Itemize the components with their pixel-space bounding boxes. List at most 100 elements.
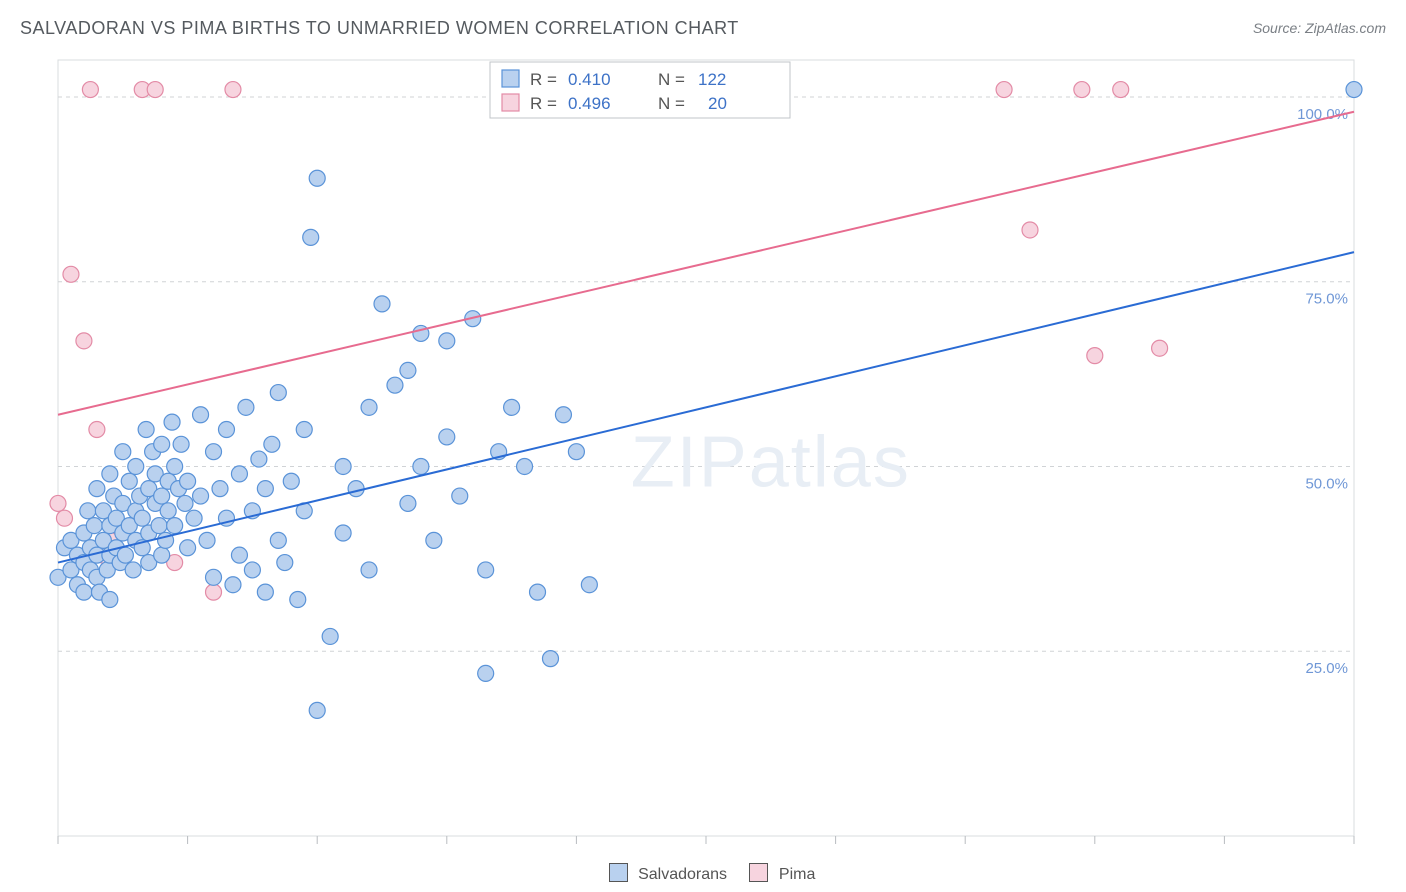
- stats-n-pink: 20: [708, 94, 727, 113]
- chart-container: 25.0%50.0%75.0%100.0%0.0%100.0%Births to…: [44, 56, 1388, 852]
- data-point: [348, 481, 364, 497]
- data-point: [530, 584, 546, 600]
- data-point: [154, 436, 170, 452]
- stats-r-label: R =: [530, 94, 557, 113]
- data-point: [121, 473, 137, 489]
- data-point: [154, 547, 170, 563]
- data-point: [400, 495, 416, 511]
- data-point: [335, 458, 351, 474]
- legend-swatch-salvadorans: [609, 863, 628, 882]
- data-point: [206, 584, 222, 600]
- legend-label-pima: Pima: [779, 866, 815, 883]
- data-point: [128, 458, 144, 474]
- stats-r-blue: 0.410: [568, 70, 611, 89]
- data-point: [167, 518, 183, 534]
- stats-r-pink: 0.496: [568, 94, 611, 113]
- data-point: [86, 518, 102, 534]
- data-point: [76, 584, 92, 600]
- data-point: [452, 488, 468, 504]
- data-point: [231, 547, 247, 563]
- data-point: [76, 333, 92, 349]
- data-point: [225, 577, 241, 593]
- data-point: [270, 385, 286, 401]
- data-point: [154, 488, 170, 504]
- data-point: [147, 82, 163, 98]
- x-tick-label-max: 100.0%: [1303, 851, 1354, 852]
- x-tick-label-min: 0.0%: [60, 851, 94, 852]
- data-point: [186, 510, 202, 526]
- data-point: [335, 525, 351, 541]
- stats-swatch-blue: [502, 70, 519, 87]
- data-point: [231, 466, 247, 482]
- data-point: [218, 422, 234, 438]
- watermark: ZIPatlas: [631, 422, 911, 502]
- data-point: [478, 562, 494, 578]
- data-point: [283, 473, 299, 489]
- data-point: [504, 399, 520, 415]
- source-attribution: Source: ZipAtlas.com: [1253, 20, 1386, 36]
- data-point: [1152, 340, 1168, 356]
- y-tick-label: 50.0%: [1305, 475, 1348, 492]
- data-point: [225, 82, 241, 98]
- data-point: [996, 82, 1012, 98]
- data-point: [426, 532, 442, 548]
- legend-label-salvadorans: Salvadorans: [638, 866, 727, 883]
- data-point: [89, 481, 105, 497]
- data-point: [270, 532, 286, 548]
- data-point: [50, 495, 66, 511]
- data-point: [296, 422, 312, 438]
- data-point: [290, 592, 306, 608]
- data-point: [257, 481, 273, 497]
- data-point: [439, 333, 455, 349]
- data-point: [199, 532, 215, 548]
- legend-swatch-pima: [749, 863, 768, 882]
- data-point: [309, 170, 325, 186]
- data-point: [167, 458, 183, 474]
- data-point: [581, 577, 597, 593]
- data-point: [138, 422, 154, 438]
- data-point: [117, 547, 133, 563]
- data-point: [568, 444, 584, 460]
- data-point: [413, 458, 429, 474]
- trend-line-pink: [58, 112, 1354, 415]
- data-point: [374, 296, 390, 312]
- data-point: [322, 628, 338, 644]
- data-point: [102, 466, 118, 482]
- chart-title: SALVADORAN VS PIMA BIRTHS TO UNMARRIED W…: [20, 18, 739, 38]
- data-point: [56, 510, 72, 526]
- data-point: [1074, 82, 1090, 98]
- data-point: [115, 444, 131, 460]
- scatter-chart: 25.0%50.0%75.0%100.0%0.0%100.0%Births to…: [44, 56, 1388, 852]
- data-point: [82, 82, 98, 98]
- data-point: [361, 399, 377, 415]
- data-point: [193, 407, 209, 423]
- bottom-legend: Salvadorans Pima: [0, 863, 1406, 884]
- data-point: [173, 436, 189, 452]
- data-point: [244, 562, 260, 578]
- stats-n-label: N =: [658, 70, 685, 89]
- data-point: [164, 414, 180, 430]
- chart-header: SALVADORAN VS PIMA BIRTHS TO UNMARRIED W…: [20, 18, 1386, 48]
- stats-swatch-pink: [502, 94, 519, 111]
- y-tick-label: 25.0%: [1305, 660, 1348, 677]
- data-point: [212, 481, 228, 497]
- data-point: [555, 407, 571, 423]
- data-point: [80, 503, 96, 519]
- data-point: [257, 584, 273, 600]
- data-point: [206, 569, 222, 585]
- data-point: [89, 422, 105, 438]
- data-point: [151, 518, 167, 534]
- data-point: [63, 266, 79, 282]
- stats-n-label: N =: [658, 94, 685, 113]
- data-point: [1113, 82, 1129, 98]
- data-point: [1346, 82, 1362, 98]
- data-point: [309, 702, 325, 718]
- data-point: [387, 377, 403, 393]
- data-point: [1022, 222, 1038, 238]
- data-point: [134, 510, 150, 526]
- data-point: [361, 562, 377, 578]
- data-point: [517, 458, 533, 474]
- data-point: [400, 362, 416, 378]
- data-point: [1087, 348, 1103, 364]
- data-point: [125, 562, 141, 578]
